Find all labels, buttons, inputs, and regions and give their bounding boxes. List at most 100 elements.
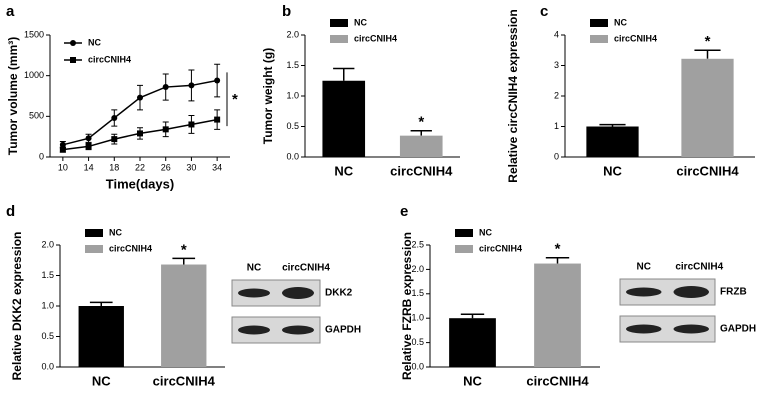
marker xyxy=(137,94,143,101)
panel-label: b xyxy=(282,3,291,20)
x-tick-label: NC xyxy=(334,163,353,178)
legend-label: NC xyxy=(354,17,367,27)
legend-label: circCNIH4 xyxy=(614,33,657,43)
blot-lane-label: NC xyxy=(247,263,261,274)
y-tick-label: 2.0 xyxy=(286,29,299,39)
y-tick-label: 1.5 xyxy=(411,288,424,298)
x-tick-label: 14 xyxy=(84,162,94,172)
blot-lane-label: circCNIH4 xyxy=(282,263,330,274)
annotation: * xyxy=(555,241,561,258)
legend-swatch xyxy=(330,35,348,43)
legend-label: NC xyxy=(614,17,627,27)
y-tick-label: 0.0 xyxy=(286,151,299,161)
x-tick-label: 34 xyxy=(212,162,222,172)
legend-label: circCNIH4 xyxy=(354,33,397,43)
error-bar xyxy=(89,301,113,306)
blot-panel xyxy=(619,278,716,306)
legend-marker xyxy=(70,57,76,63)
legend-swatch xyxy=(590,19,608,27)
annotation: * xyxy=(181,241,187,258)
bar xyxy=(449,318,496,367)
marker xyxy=(188,82,195,89)
blot-band-label: GAPDH xyxy=(325,325,361,336)
bar xyxy=(586,126,639,157)
blot-band-label: FRZB xyxy=(720,287,747,298)
x-tick-label: circCNIH4 xyxy=(526,373,589,388)
marker xyxy=(214,77,221,84)
y-tick-label: 4 xyxy=(554,29,559,39)
legend-marker xyxy=(70,40,76,46)
y-tick-label: 0.0 xyxy=(41,361,54,371)
y-tick-label: 3 xyxy=(554,60,559,70)
y-tick-label: 2 xyxy=(554,90,559,100)
blot-lane-label: NC xyxy=(637,262,651,273)
marker xyxy=(162,84,169,91)
y-axis-label: Relative DKK2 expression xyxy=(10,232,24,381)
annotation: * xyxy=(232,91,238,108)
bar xyxy=(322,80,366,157)
legend-label: NC xyxy=(479,227,492,237)
error-bar xyxy=(333,67,355,81)
blot-band xyxy=(626,324,662,334)
blot-band xyxy=(626,287,662,297)
legend-label: circCNIH4 xyxy=(479,243,522,253)
annotation: * xyxy=(418,114,424,131)
bar xyxy=(534,263,581,367)
y-tick-label: 0.5 xyxy=(411,337,424,347)
y-tick-label: 0 xyxy=(554,151,559,161)
y-tick-label: 0 xyxy=(39,151,44,161)
y-tick-label: 1.5 xyxy=(41,270,54,280)
legend-label: NC xyxy=(88,37,101,47)
annotation: * xyxy=(705,33,711,50)
y-axis-label: Relative FZRB expression xyxy=(400,232,414,380)
bar xyxy=(161,264,207,367)
legend-swatch xyxy=(330,19,348,27)
marker xyxy=(85,135,92,142)
x-tick-label: 26 xyxy=(161,162,171,172)
x-tick-label: NC xyxy=(92,373,111,388)
y-tick-label: 1000 xyxy=(24,70,44,80)
marker xyxy=(162,126,169,133)
y-tick-label: 1 xyxy=(554,121,559,131)
panel-label: e xyxy=(400,203,408,220)
blot-band xyxy=(673,286,709,298)
y-tick-label: 1.0 xyxy=(41,300,54,310)
error-bar xyxy=(172,257,196,265)
error-bar xyxy=(460,313,485,319)
x-tick-label: 18 xyxy=(109,162,119,172)
blot-lane-label: circCNIH4 xyxy=(675,262,723,273)
marker xyxy=(214,116,221,123)
x-tick-label: 30 xyxy=(186,162,196,172)
error-bar xyxy=(410,130,432,136)
y-tick-label: 0.0 xyxy=(411,361,424,371)
x-tick-label: circCNIH4 xyxy=(676,163,739,178)
legend-swatch xyxy=(455,245,473,253)
bar xyxy=(78,306,124,367)
panel-label: d xyxy=(6,203,15,220)
bar xyxy=(399,135,443,157)
y-tick-label: 2.0 xyxy=(41,239,54,249)
blot-band-label: DKK2 xyxy=(325,288,353,299)
blot-band xyxy=(282,287,314,299)
x-tick-label: 22 xyxy=(135,162,145,172)
y-tick-label: 1.0 xyxy=(286,90,299,100)
panel-label: c xyxy=(540,3,548,20)
marker xyxy=(111,114,118,121)
marker xyxy=(137,130,143,137)
legend-swatch xyxy=(455,229,473,237)
blot-band xyxy=(238,325,270,335)
y-axis-label: Tumor weight (g) xyxy=(261,48,275,144)
y-tick-label: 2.5 xyxy=(411,239,424,249)
marker xyxy=(59,146,66,153)
y-tick-label: 0.5 xyxy=(41,331,54,341)
marker xyxy=(111,136,118,143)
legend-label: circCNIH4 xyxy=(88,54,131,64)
y-tick-label: 1.0 xyxy=(411,313,424,323)
blot-band xyxy=(673,324,709,334)
blot-band xyxy=(238,288,270,298)
y-axis-label: Relative circCNIH4 expression xyxy=(506,9,520,182)
y-tick-label: 2.0 xyxy=(411,264,424,274)
marker xyxy=(59,141,66,148)
y-tick-label: 1.5 xyxy=(286,60,299,70)
